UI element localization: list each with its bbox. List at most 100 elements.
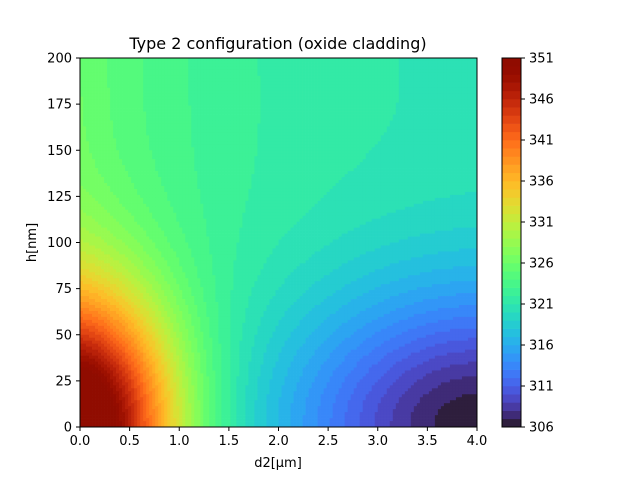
contour-cell [338, 90, 343, 95]
contour-cell [254, 78, 258, 83]
contour-cell [281, 135, 285, 139]
contour-cell [173, 96, 177, 101]
contour-cell [272, 78, 276, 83]
contour-cell [425, 99, 430, 103]
contour-cell [464, 165, 469, 169]
contour-cell [167, 141, 171, 145]
contour-cell [146, 144, 150, 148]
contour-cell [233, 96, 237, 101]
contour-cell [290, 141, 294, 145]
contour-cell [269, 159, 273, 163]
contour-cell [131, 75, 135, 80]
contour-cell [197, 156, 201, 160]
contour-cell [176, 60, 180, 65]
contour-cell [206, 60, 210, 65]
contour-cell [422, 108, 427, 112]
contour-cell [110, 114, 114, 118]
contour-cell [152, 58, 156, 62]
contour-cell [329, 126, 333, 130]
contour-cell [335, 99, 339, 103]
contour-cell [248, 123, 252, 127]
contour-cell [374, 114, 379, 118]
contour-cell [98, 96, 102, 101]
contour-cell [155, 69, 159, 74]
contour-cell [95, 147, 99, 151]
contour-cell [356, 105, 361, 109]
contour-cell [101, 102, 105, 106]
contour-cell [332, 111, 336, 115]
contour-cell [458, 81, 463, 86]
contour-cell [272, 105, 276, 109]
contour-cell [302, 75, 306, 80]
contour-cell [440, 105, 445, 109]
contour-cell [287, 159, 291, 163]
contour-cell [212, 156, 216, 160]
contour-cell [452, 159, 457, 163]
contour-cell [353, 96, 358, 101]
contour-cell [236, 69, 240, 74]
contour-cell [170, 69, 174, 74]
contour-cell [227, 120, 231, 124]
contour-cell [392, 159, 397, 163]
contour-cell [182, 108, 186, 112]
contour-cell [137, 135, 141, 139]
contour-cell [92, 141, 96, 145]
contour-cell [206, 90, 210, 95]
contour-cell [335, 105, 339, 109]
contour-cell [374, 78, 379, 83]
contour-cell [371, 66, 376, 71]
contour-cell [116, 156, 120, 160]
contour-cell [305, 156, 309, 160]
contour-cell [287, 93, 291, 98]
contour-cell [164, 72, 168, 77]
contour-cell [305, 168, 309, 172]
contour-cell [302, 60, 306, 65]
contour-cell [383, 63, 388, 68]
contour-cell [161, 138, 165, 142]
contour-cell [413, 165, 418, 169]
contour-cell [467, 126, 472, 130]
contour-cell [371, 81, 376, 86]
contour-cell [434, 129, 439, 133]
contour-cell [308, 159, 312, 163]
contour-cell [218, 120, 222, 124]
contour-cell [398, 58, 403, 62]
contour-cell [209, 99, 213, 103]
contour-cell [254, 129, 258, 133]
contour-cell [92, 99, 96, 103]
contour-cell [251, 108, 255, 112]
contour-cell [137, 66, 141, 71]
contour-cell [170, 162, 174, 166]
contour-cell [317, 102, 321, 106]
contour-cell [176, 75, 180, 80]
contour-cell [422, 144, 427, 148]
contour-cell [125, 138, 129, 142]
contour-cell [236, 165, 240, 169]
contour-cell [470, 99, 475, 103]
contour-cell [149, 132, 153, 136]
contour-cell [209, 58, 213, 62]
contour-cell [257, 129, 261, 133]
contour-cell [320, 105, 324, 109]
contour-cell [137, 111, 141, 115]
contour-cell [473, 135, 478, 139]
contour-cell [398, 90, 403, 95]
contour-cell [464, 129, 469, 133]
contour-cell [320, 102, 324, 106]
contour-cell [86, 123, 90, 127]
contour-cell [353, 108, 358, 112]
contour-cell [161, 162, 165, 166]
contour-cell [260, 120, 264, 124]
contour-cell [470, 153, 475, 157]
contour-cell [317, 72, 321, 77]
contour-cell [317, 69, 321, 74]
contour-cell [350, 75, 355, 80]
contour-cell [167, 58, 171, 62]
contour-cell [128, 90, 132, 95]
contour-cell [98, 144, 102, 148]
contour-cell [332, 132, 336, 136]
contour-cell [467, 108, 472, 112]
contour-cell [233, 90, 237, 95]
contour-cell [380, 69, 385, 74]
contour-cell [128, 93, 132, 98]
